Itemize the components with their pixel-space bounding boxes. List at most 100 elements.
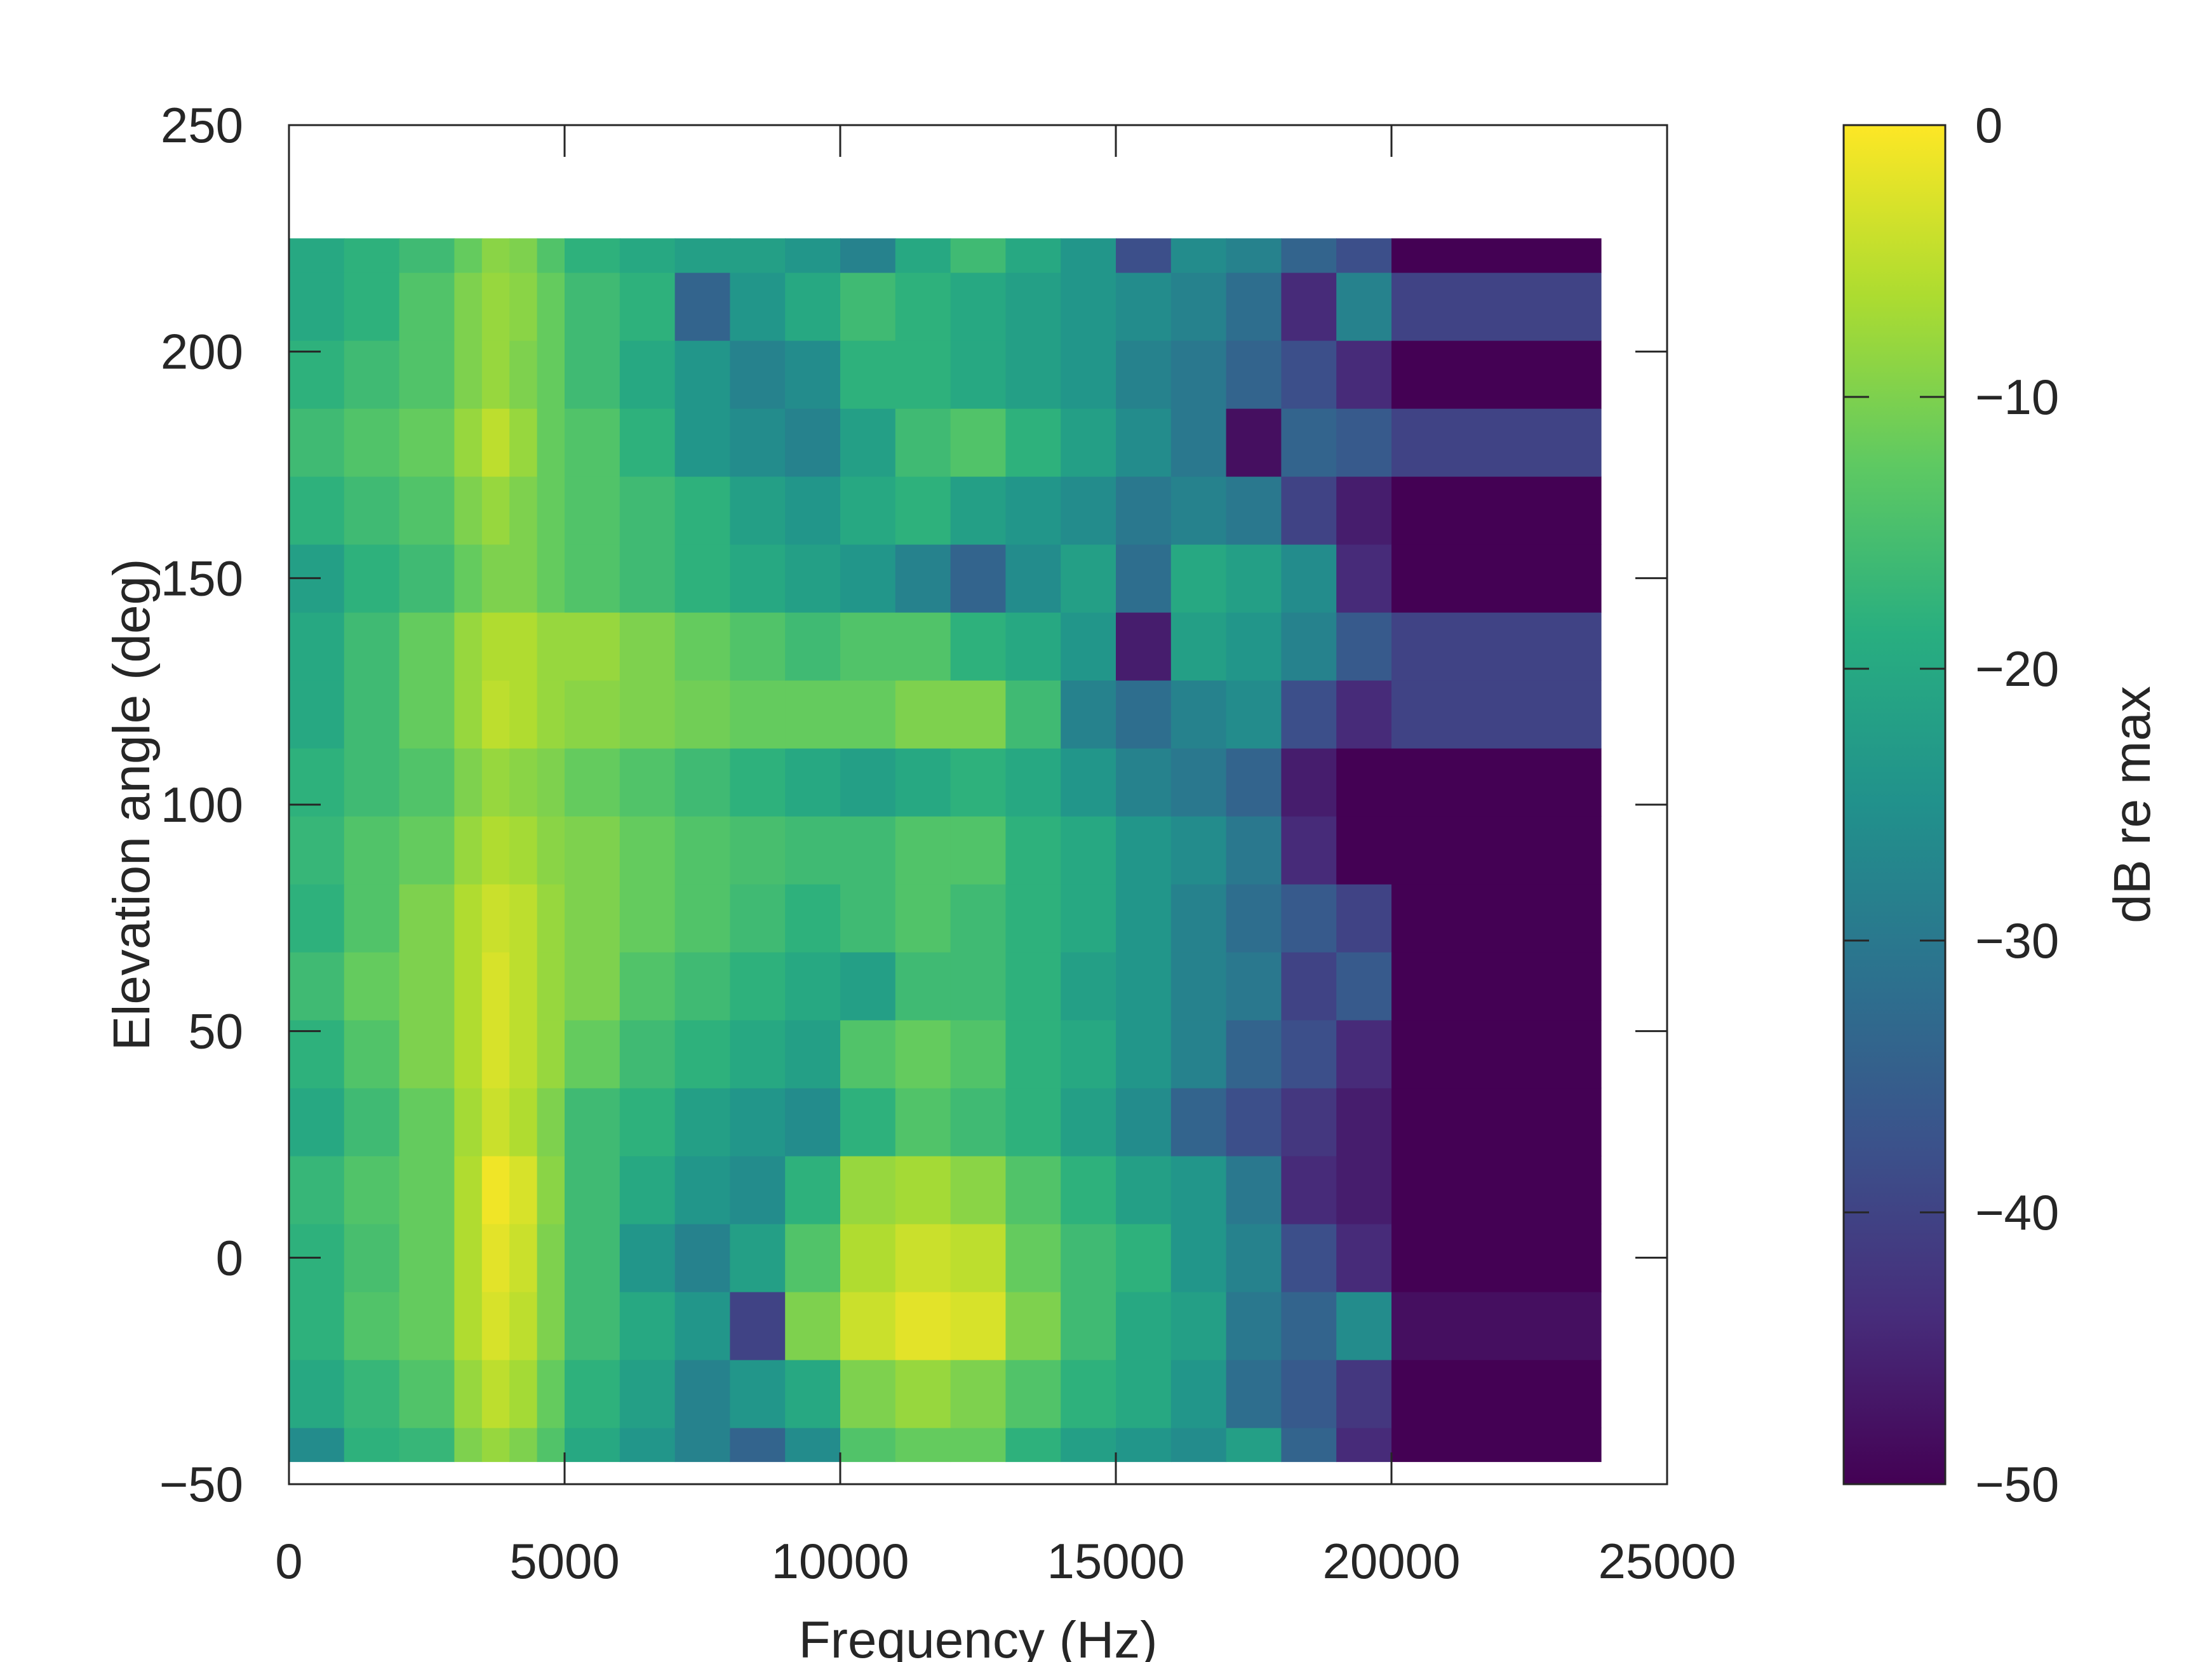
heatmap-cell — [619, 1359, 676, 1428]
heatmap-cell — [895, 883, 951, 953]
heatmap-cell — [1391, 1223, 1602, 1292]
heatmap-cell — [1336, 1291, 1392, 1360]
colorbar-axis: 0 −10 −20 −30 −40 −50 — [1844, 97, 2059, 1512]
heatmap-cell — [1005, 1019, 1061, 1089]
heatmap-cell — [399, 815, 455, 885]
heatmap-cell — [1281, 815, 1337, 885]
heatmap-cell — [399, 680, 455, 749]
heatmap-cell — [1281, 951, 1337, 1021]
heatmap-cell — [454, 1223, 483, 1292]
heatmap-cell — [344, 883, 400, 953]
heatmap-cell — [537, 1087, 565, 1156]
heatmap-cell — [344, 1155, 400, 1224]
heatmap-cell — [1061, 815, 1116, 885]
heatmap-cell — [344, 1223, 400, 1292]
heatmap-cell — [730, 612, 786, 681]
heatmap-cell — [840, 272, 896, 341]
heatmap-cell — [1391, 544, 1602, 613]
heatmap-cell — [1005, 1155, 1061, 1224]
heatmap-cell — [399, 408, 455, 477]
heatmap-cell — [1391, 680, 1602, 749]
heatmap-cell — [1116, 1019, 1172, 1089]
heatmap-cell — [785, 272, 841, 341]
heatmap-cell — [344, 1291, 400, 1360]
heatmap-cell — [565, 340, 620, 409]
heatmap-cell — [289, 1291, 345, 1360]
heatmap-cell — [399, 1019, 455, 1089]
heatmap-cell — [895, 612, 951, 681]
heatmap-cell — [1391, 1359, 1602, 1428]
heatmap-cell — [1281, 1359, 1337, 1428]
heatmap-cell — [730, 1019, 786, 1089]
heatmap-cell — [1391, 272, 1602, 341]
heatmap-cell — [1170, 476, 1227, 545]
heatmap-cell — [1281, 272, 1337, 341]
heatmap-cell — [399, 612, 455, 681]
heatmap-cell — [537, 1359, 565, 1428]
heatmap-cell — [1061, 1223, 1116, 1292]
heatmap-cell — [730, 1155, 786, 1224]
heatmap-cell — [785, 612, 841, 681]
heatmap-cell — [1061, 476, 1116, 545]
heatmap-cell — [1116, 1223, 1172, 1292]
heatmap-cell — [1005, 680, 1061, 749]
heatmap-cell — [565, 272, 620, 341]
heatmap-cell — [565, 408, 620, 477]
heatmap-cell — [399, 1427, 455, 1463]
heatmap-cell — [399, 951, 455, 1021]
heatmap-cell — [1116, 272, 1172, 341]
heatmap-cell — [1170, 1223, 1227, 1292]
heatmap-cell — [1281, 1087, 1337, 1156]
heatmap-cell — [1226, 1155, 1282, 1224]
heatmap-cell — [537, 883, 565, 953]
heatmap-cell — [840, 238, 896, 273]
heatmap-cell — [481, 883, 510, 953]
heatmap-cell — [399, 1155, 455, 1224]
heatmap-cell — [509, 238, 538, 273]
heatmap-cell — [895, 340, 951, 409]
heatmap-cell — [1005, 238, 1061, 273]
heatmap-cell — [895, 1359, 951, 1428]
heatmap-cell — [565, 1359, 620, 1428]
x-tick-label: 15000 — [1047, 1533, 1185, 1589]
heatmap-cell — [1281, 408, 1337, 477]
heatmap-cell — [1226, 1359, 1282, 1428]
heatmap-cell — [840, 680, 896, 749]
heatmap-cell — [481, 408, 510, 477]
heatmap-cell — [1116, 747, 1172, 817]
heatmap-cell — [1170, 883, 1227, 953]
heatmap-cell — [481, 951, 510, 1021]
heatmap-cell — [1336, 1087, 1392, 1156]
heatmap-cell — [565, 476, 620, 545]
heatmap-cell — [674, 1223, 731, 1292]
heatmap-cell — [730, 1359, 786, 1428]
heatmap-cell — [785, 476, 841, 545]
heatmap-cell — [1226, 1223, 1282, 1292]
heatmap-cell — [950, 1427, 1007, 1463]
heatmap-cell — [1061, 1427, 1116, 1463]
heatmap-cell — [1226, 544, 1282, 613]
heatmap-cell — [785, 1155, 841, 1224]
heatmap-cell — [785, 408, 841, 477]
y-tick-label: 250 — [161, 97, 243, 153]
heatmap-cell — [730, 951, 786, 1021]
heatmap-cell — [1116, 680, 1172, 749]
heatmap-cell — [785, 680, 841, 749]
heatmap-cell — [537, 612, 565, 681]
heatmap-cell — [289, 1087, 345, 1156]
heatmap-cell — [1391, 1087, 1602, 1156]
y-tick-label: 200 — [161, 324, 243, 380]
heatmap-cell — [454, 1019, 483, 1089]
heatmap-cell — [537, 238, 565, 273]
heatmap-cell — [950, 1019, 1007, 1089]
heatmap-cell — [1391, 883, 1602, 953]
heatmap-cell — [1336, 340, 1392, 409]
heatmap-cell — [289, 680, 345, 749]
heatmap-cell — [619, 815, 676, 885]
heatmap-cell — [785, 1427, 841, 1463]
heatmap-cell — [1061, 238, 1116, 273]
heatmap-cell — [950, 951, 1007, 1021]
heatmap-cell — [950, 1155, 1007, 1224]
heatmap-cell — [509, 1427, 538, 1463]
heatmap-cell — [895, 1427, 951, 1463]
